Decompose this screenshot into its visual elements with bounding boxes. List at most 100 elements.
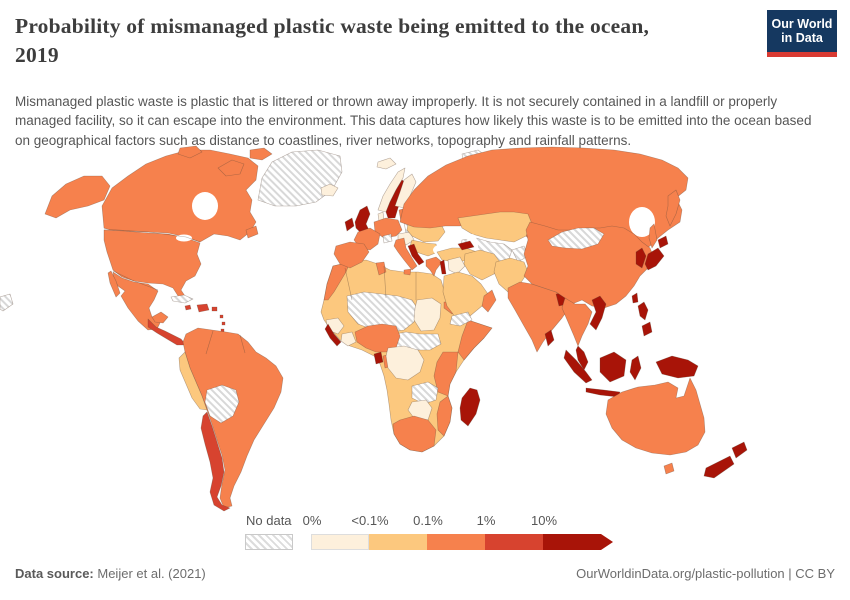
country-zambia[interactable] [411, 381, 439, 405]
data-source-value[interactable]: Meijer et al. (2021) [97, 566, 206, 581]
country-yemen[interactable] [449, 311, 473, 327]
logo-stripe [767, 52, 837, 57]
no-data-swatch[interactable] [245, 534, 293, 550]
water-great-lakes [176, 234, 192, 242]
world-map-svg[interactable] [0, 143, 850, 513]
country-new-zealand[interactable] [703, 441, 748, 479]
license-credit[interactable]: OurWorldinData.org/plastic-pollution | C… [576, 566, 835, 581]
country-cote-divoire[interactable] [340, 331, 357, 347]
no-data-label: No data [246, 513, 292, 528]
map-edge-fragment [0, 293, 14, 312]
legend-bin-2[interactable] [427, 534, 485, 550]
country-new-guinea[interactable] [655, 355, 699, 379]
country-taiwan[interactable] [631, 292, 639, 304]
country-hispaniola[interactable] [196, 303, 210, 313]
country-mexico-baja[interactable] [107, 270, 121, 298]
country-levant-coast[interactable] [439, 259, 447, 275]
logo-line2: in Data [781, 31, 823, 45]
country-mozambique[interactable] [436, 395, 453, 437]
data-source-label: Data source: [15, 566, 94, 581]
country-canada[interactable] [101, 149, 259, 243]
country-united-kingdom[interactable] [354, 205, 371, 234]
legend-bin-4-arrow[interactable] [543, 534, 613, 550]
country-borders [103, 228, 417, 355]
country-madagascar[interactable] [459, 387, 481, 427]
country-oman[interactable] [481, 289, 497, 313]
country-south-america-main[interactable] [182, 327, 284, 509]
country-south-africa[interactable] [392, 415, 437, 453]
country-mongolia[interactable] [547, 227, 605, 250]
country-canada-arctic-islands[interactable] [177, 145, 273, 177]
country-peru[interactable] [178, 351, 208, 411]
country-united-states[interactable] [103, 229, 202, 300]
water-sea-of-okhotsk [629, 207, 655, 237]
country-bolivia-paraguay[interactable] [204, 384, 240, 424]
country-indonesia-borneo[interactable] [599, 351, 627, 383]
chart-subtitle: Mismanaged plastic waste is plastic that… [15, 94, 812, 148]
country-indonesia-sumatra[interactable] [563, 349, 593, 384]
country-japan[interactable] [644, 235, 669, 271]
legend-tick-0: 0% [302, 513, 322, 528]
region-south-america[interactable] [178, 327, 284, 512]
country-iraq[interactable] [447, 256, 466, 275]
region-north-america[interactable] [0, 145, 343, 353]
country-sudan[interactable] [413, 297, 442, 332]
country-italy[interactable] [393, 237, 418, 271]
country-iceland[interactable] [320, 183, 339, 197]
country-spain-portugal[interactable] [333, 241, 370, 269]
country-myanmar-thailand[interactable] [561, 297, 593, 347]
country-greenland[interactable] [257, 149, 343, 207]
country-switzerland[interactable] [382, 233, 393, 244]
country-tasmania[interactable] [663, 462, 675, 475]
country-mexico-yucatan[interactable] [151, 311, 169, 324]
country-dr-congo[interactable] [385, 345, 425, 381]
country-indonesia-java[interactable] [585, 387, 621, 398]
country-canada-newfoundland[interactable] [245, 225, 259, 239]
legend-tick-1: <0.1% [351, 513, 389, 528]
country-korea[interactable] [635, 247, 647, 269]
country-alaska-us[interactable] [44, 175, 111, 219]
country-iran[interactable] [463, 249, 501, 281]
region-oceania[interactable] [605, 377, 748, 479]
owid-logo-text: Our World in Data [767, 10, 837, 52]
legend-tick-2: 0.1% [413, 513, 443, 528]
country-vietnam[interactable] [589, 295, 607, 331]
logo-line1: Our World [771, 16, 833, 31]
country-greece[interactable] [425, 256, 443, 277]
country-sicily[interactable] [403, 268, 412, 276]
page-title: Probability of mismanaged plastic waste … [15, 14, 650, 67]
legend-bin-0[interactable] [311, 534, 369, 550]
legend-colorbar [311, 534, 613, 550]
map-legend: No data 0% <0.1% 0.1% 1% 10% [0, 512, 850, 556]
country-chile[interactable] [200, 411, 231, 512]
country-gabon[interactable] [373, 351, 384, 365]
legend-bin-3[interactable] [485, 534, 543, 550]
country-tunisia[interactable] [375, 261, 387, 276]
legend-tick-4: 10% [530, 513, 558, 528]
country-caucasus[interactable] [457, 240, 475, 251]
world-map[interactable] [0, 143, 850, 513]
country-svalbard[interactable] [376, 157, 397, 170]
country-ireland[interactable] [344, 217, 355, 232]
region-sahel-mali-niger-chad[interactable] [346, 291, 418, 333]
legend-tick-3: 1% [476, 513, 496, 528]
country-puerto-rico[interactable] [211, 306, 218, 312]
country-russia-sakhalin[interactable] [648, 223, 658, 249]
legend-bin-1[interactable] [369, 534, 427, 550]
country-jamaica[interactable] [184, 304, 192, 311]
region-lesser-antilles[interactable] [219, 314, 226, 333]
region-asia[interactable] [399, 146, 699, 398]
country-australia[interactable] [605, 377, 706, 456]
country-somalia[interactable] [457, 319, 493, 361]
country-sri-lanka[interactable] [544, 329, 555, 347]
country-cuba[interactable] [170, 294, 194, 304]
country-mexico[interactable] [112, 271, 161, 331]
country-indonesia-sulawesi[interactable] [629, 355, 642, 381]
country-balkan-coast[interactable] [407, 243, 425, 266]
owid-logo[interactable]: Our World in Data [767, 10, 837, 57]
country-philippines[interactable] [637, 301, 653, 337]
country-sierra-leone-liberia[interactable] [324, 323, 342, 347]
water-hudson-bay [192, 192, 218, 220]
country-russia-kamchatka[interactable] [665, 189, 681, 227]
